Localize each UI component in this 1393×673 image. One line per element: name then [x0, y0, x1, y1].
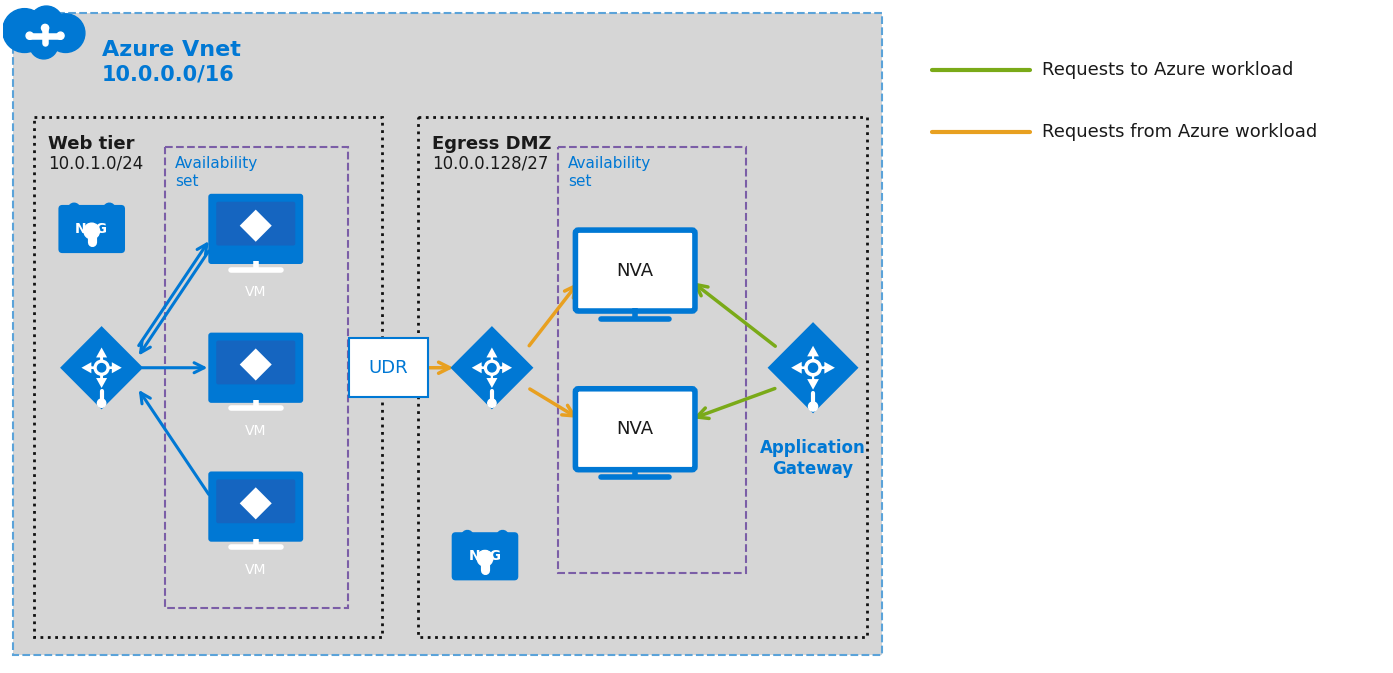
Polygon shape — [60, 326, 143, 409]
FancyArrow shape — [98, 350, 106, 365]
FancyArrow shape — [103, 364, 120, 371]
FancyArrow shape — [84, 364, 99, 371]
FancyBboxPatch shape — [451, 532, 518, 580]
Text: 10.0.0.0/16: 10.0.0.0/16 — [102, 64, 234, 84]
FancyBboxPatch shape — [575, 230, 695, 311]
FancyArrow shape — [98, 369, 106, 386]
Circle shape — [808, 363, 818, 372]
FancyArrow shape — [495, 364, 510, 371]
Text: Availability
set: Availability set — [174, 157, 258, 189]
Text: Web tier: Web tier — [49, 135, 135, 153]
Text: VM: VM — [245, 563, 266, 577]
Circle shape — [485, 360, 499, 376]
Polygon shape — [450, 326, 534, 409]
FancyBboxPatch shape — [209, 472, 304, 542]
Polygon shape — [240, 487, 272, 520]
Circle shape — [805, 359, 822, 376]
FancyArrow shape — [809, 370, 818, 388]
Text: UDR: UDR — [368, 359, 408, 377]
Circle shape — [84, 223, 99, 239]
Circle shape — [46, 13, 85, 52]
Circle shape — [808, 402, 818, 411]
Text: Requests to Azure workload: Requests to Azure workload — [1042, 61, 1294, 79]
Circle shape — [3, 9, 46, 52]
FancyArrow shape — [488, 350, 496, 365]
Circle shape — [488, 363, 496, 372]
Circle shape — [29, 6, 63, 40]
Text: Requests from Azure workload: Requests from Azure workload — [1042, 122, 1318, 141]
Text: 10.0.1.0/24: 10.0.1.0/24 — [49, 155, 143, 172]
Circle shape — [26, 32, 33, 39]
FancyArrow shape — [809, 348, 818, 365]
FancyBboxPatch shape — [59, 205, 125, 253]
Text: Egress DMZ: Egress DMZ — [432, 135, 552, 153]
FancyArrow shape — [488, 369, 496, 386]
Circle shape — [42, 24, 49, 32]
FancyBboxPatch shape — [216, 479, 295, 523]
FancyBboxPatch shape — [13, 13, 882, 656]
Text: NVA: NVA — [617, 262, 653, 279]
Circle shape — [29, 30, 59, 59]
FancyArrow shape — [815, 363, 833, 372]
FancyBboxPatch shape — [216, 341, 295, 384]
Text: Availability
set: Availability set — [568, 157, 652, 189]
FancyBboxPatch shape — [216, 202, 295, 246]
FancyBboxPatch shape — [209, 194, 304, 264]
Circle shape — [98, 399, 106, 407]
Circle shape — [478, 551, 493, 566]
Circle shape — [98, 363, 106, 372]
Text: VM: VM — [245, 424, 266, 438]
FancyBboxPatch shape — [209, 332, 304, 403]
Polygon shape — [240, 349, 272, 381]
FancyBboxPatch shape — [20, 28, 71, 44]
Text: Azure Vnet: Azure Vnet — [102, 40, 241, 61]
Polygon shape — [768, 322, 858, 413]
Text: NVA: NVA — [617, 420, 653, 438]
FancyBboxPatch shape — [348, 338, 428, 398]
Circle shape — [488, 399, 496, 407]
Text: Application
Gateway: Application Gateway — [761, 439, 866, 478]
Circle shape — [95, 360, 109, 376]
Circle shape — [57, 32, 64, 39]
FancyBboxPatch shape — [575, 389, 695, 470]
Text: 10.0.0.128/27: 10.0.0.128/27 — [432, 155, 547, 172]
Text: NSG: NSG — [75, 222, 109, 236]
Text: NSG: NSG — [468, 549, 501, 563]
FancyArrow shape — [474, 364, 490, 371]
Polygon shape — [240, 209, 272, 242]
Text: VM: VM — [245, 285, 266, 299]
FancyArrow shape — [794, 363, 811, 372]
